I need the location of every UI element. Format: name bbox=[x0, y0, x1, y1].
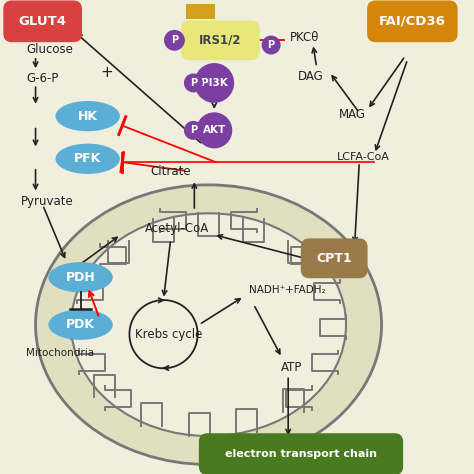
Text: FAI/CD36: FAI/CD36 bbox=[379, 15, 446, 28]
Ellipse shape bbox=[48, 310, 113, 340]
FancyBboxPatch shape bbox=[199, 433, 403, 474]
Text: IRS1/2: IRS1/2 bbox=[199, 34, 242, 47]
Text: Pyruvate: Pyruvate bbox=[21, 195, 74, 208]
Text: G-6-P: G-6-P bbox=[26, 72, 58, 85]
Text: NADH⁺+FADH₂: NADH⁺+FADH₂ bbox=[249, 285, 326, 295]
Text: Krebs cycle: Krebs cycle bbox=[135, 328, 202, 341]
Text: electron transport chain: electron transport chain bbox=[225, 449, 377, 459]
Circle shape bbox=[184, 121, 203, 140]
Text: P: P bbox=[190, 78, 197, 88]
Ellipse shape bbox=[36, 185, 382, 465]
Text: HK: HK bbox=[78, 109, 98, 123]
FancyBboxPatch shape bbox=[181, 20, 260, 60]
Text: LCFA-CoA: LCFA-CoA bbox=[337, 152, 390, 163]
Text: Mitochondria: Mitochondria bbox=[26, 348, 94, 358]
Bar bbox=[198, 4, 215, 19]
Text: Acetyl-CoA: Acetyl-CoA bbox=[145, 222, 209, 235]
Text: Citrate: Citrate bbox=[151, 165, 191, 178]
FancyBboxPatch shape bbox=[301, 238, 368, 278]
Text: GLUT4: GLUT4 bbox=[18, 15, 67, 28]
Text: Glucose: Glucose bbox=[26, 43, 73, 56]
Ellipse shape bbox=[71, 213, 346, 436]
Circle shape bbox=[196, 112, 232, 148]
Text: P: P bbox=[267, 40, 275, 50]
FancyBboxPatch shape bbox=[367, 0, 457, 42]
Text: MAG: MAG bbox=[339, 108, 366, 121]
Text: AKT: AKT bbox=[202, 125, 226, 136]
Text: PDK: PDK bbox=[66, 318, 95, 331]
Ellipse shape bbox=[48, 262, 113, 292]
Circle shape bbox=[164, 30, 185, 51]
Text: P: P bbox=[171, 35, 178, 46]
Text: PI3K: PI3K bbox=[201, 78, 228, 88]
Bar bbox=[186, 4, 202, 19]
Circle shape bbox=[194, 63, 234, 103]
Circle shape bbox=[262, 36, 281, 55]
Text: PFK: PFK bbox=[74, 152, 101, 165]
Circle shape bbox=[184, 73, 203, 92]
Text: PKCθ: PKCθ bbox=[290, 31, 319, 45]
Text: CPT1: CPT1 bbox=[316, 252, 352, 265]
Text: P: P bbox=[190, 125, 197, 136]
Text: PDH: PDH bbox=[66, 271, 95, 284]
Ellipse shape bbox=[55, 101, 120, 131]
Text: +: + bbox=[100, 64, 113, 80]
FancyBboxPatch shape bbox=[3, 0, 82, 42]
Text: ATP: ATP bbox=[281, 361, 302, 374]
Text: DAG: DAG bbox=[298, 70, 323, 83]
Ellipse shape bbox=[55, 144, 120, 174]
